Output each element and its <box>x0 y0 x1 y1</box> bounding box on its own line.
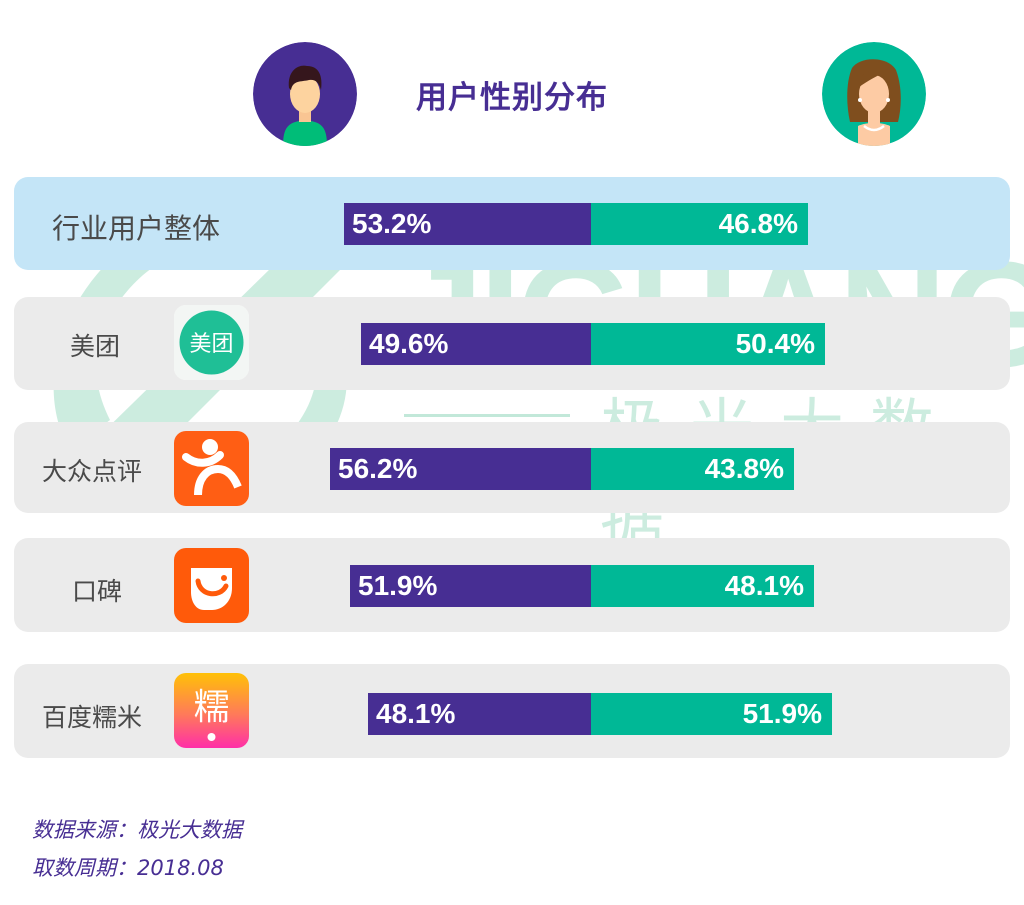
chart-title: 用户性别分布 <box>416 80 608 116</box>
data-source-note: 数据来源：极光大数据 <box>32 818 242 842</box>
svg-text:美团: 美团 <box>189 332 233 357</box>
female-bar: 48.1% <box>591 565 814 607</box>
meituan-app-icon: 美团 <box>174 305 249 380</box>
row-label: 美团 <box>70 332 121 361</box>
data-period-note: 取数周期：2018.08 <box>32 856 224 880</box>
female-bar: 50.4% <box>591 323 825 365</box>
male-bar: 48.1% <box>368 693 591 735</box>
female-avatar-icon <box>822 42 926 146</box>
row-label: 口碑 <box>72 577 123 606</box>
male-bar: 56.2% <box>330 448 591 490</box>
watermark-divider <box>404 414 570 417</box>
row-label: 大众点评 <box>42 457 143 486</box>
row-label: 百度糯米 <box>42 703 143 732</box>
male-avatar-icon <box>253 42 357 146</box>
svg-text:糯: 糯 <box>193 687 229 728</box>
male-bar: 53.2% <box>344 203 591 245</box>
female-bar: 46.8% <box>591 203 808 245</box>
koubei-app-icon <box>174 548 249 623</box>
female-bar: 51.9% <box>591 693 832 735</box>
female-bar: 43.8% <box>591 448 794 490</box>
dianping-app-icon <box>174 431 249 506</box>
baidu-nuomi-app-icon: 糯 <box>174 673 249 748</box>
male-bar: 49.6% <box>361 323 591 365</box>
row-label: 行业用户整体 <box>52 212 221 245</box>
male-bar: 51.9% <box>350 565 591 607</box>
